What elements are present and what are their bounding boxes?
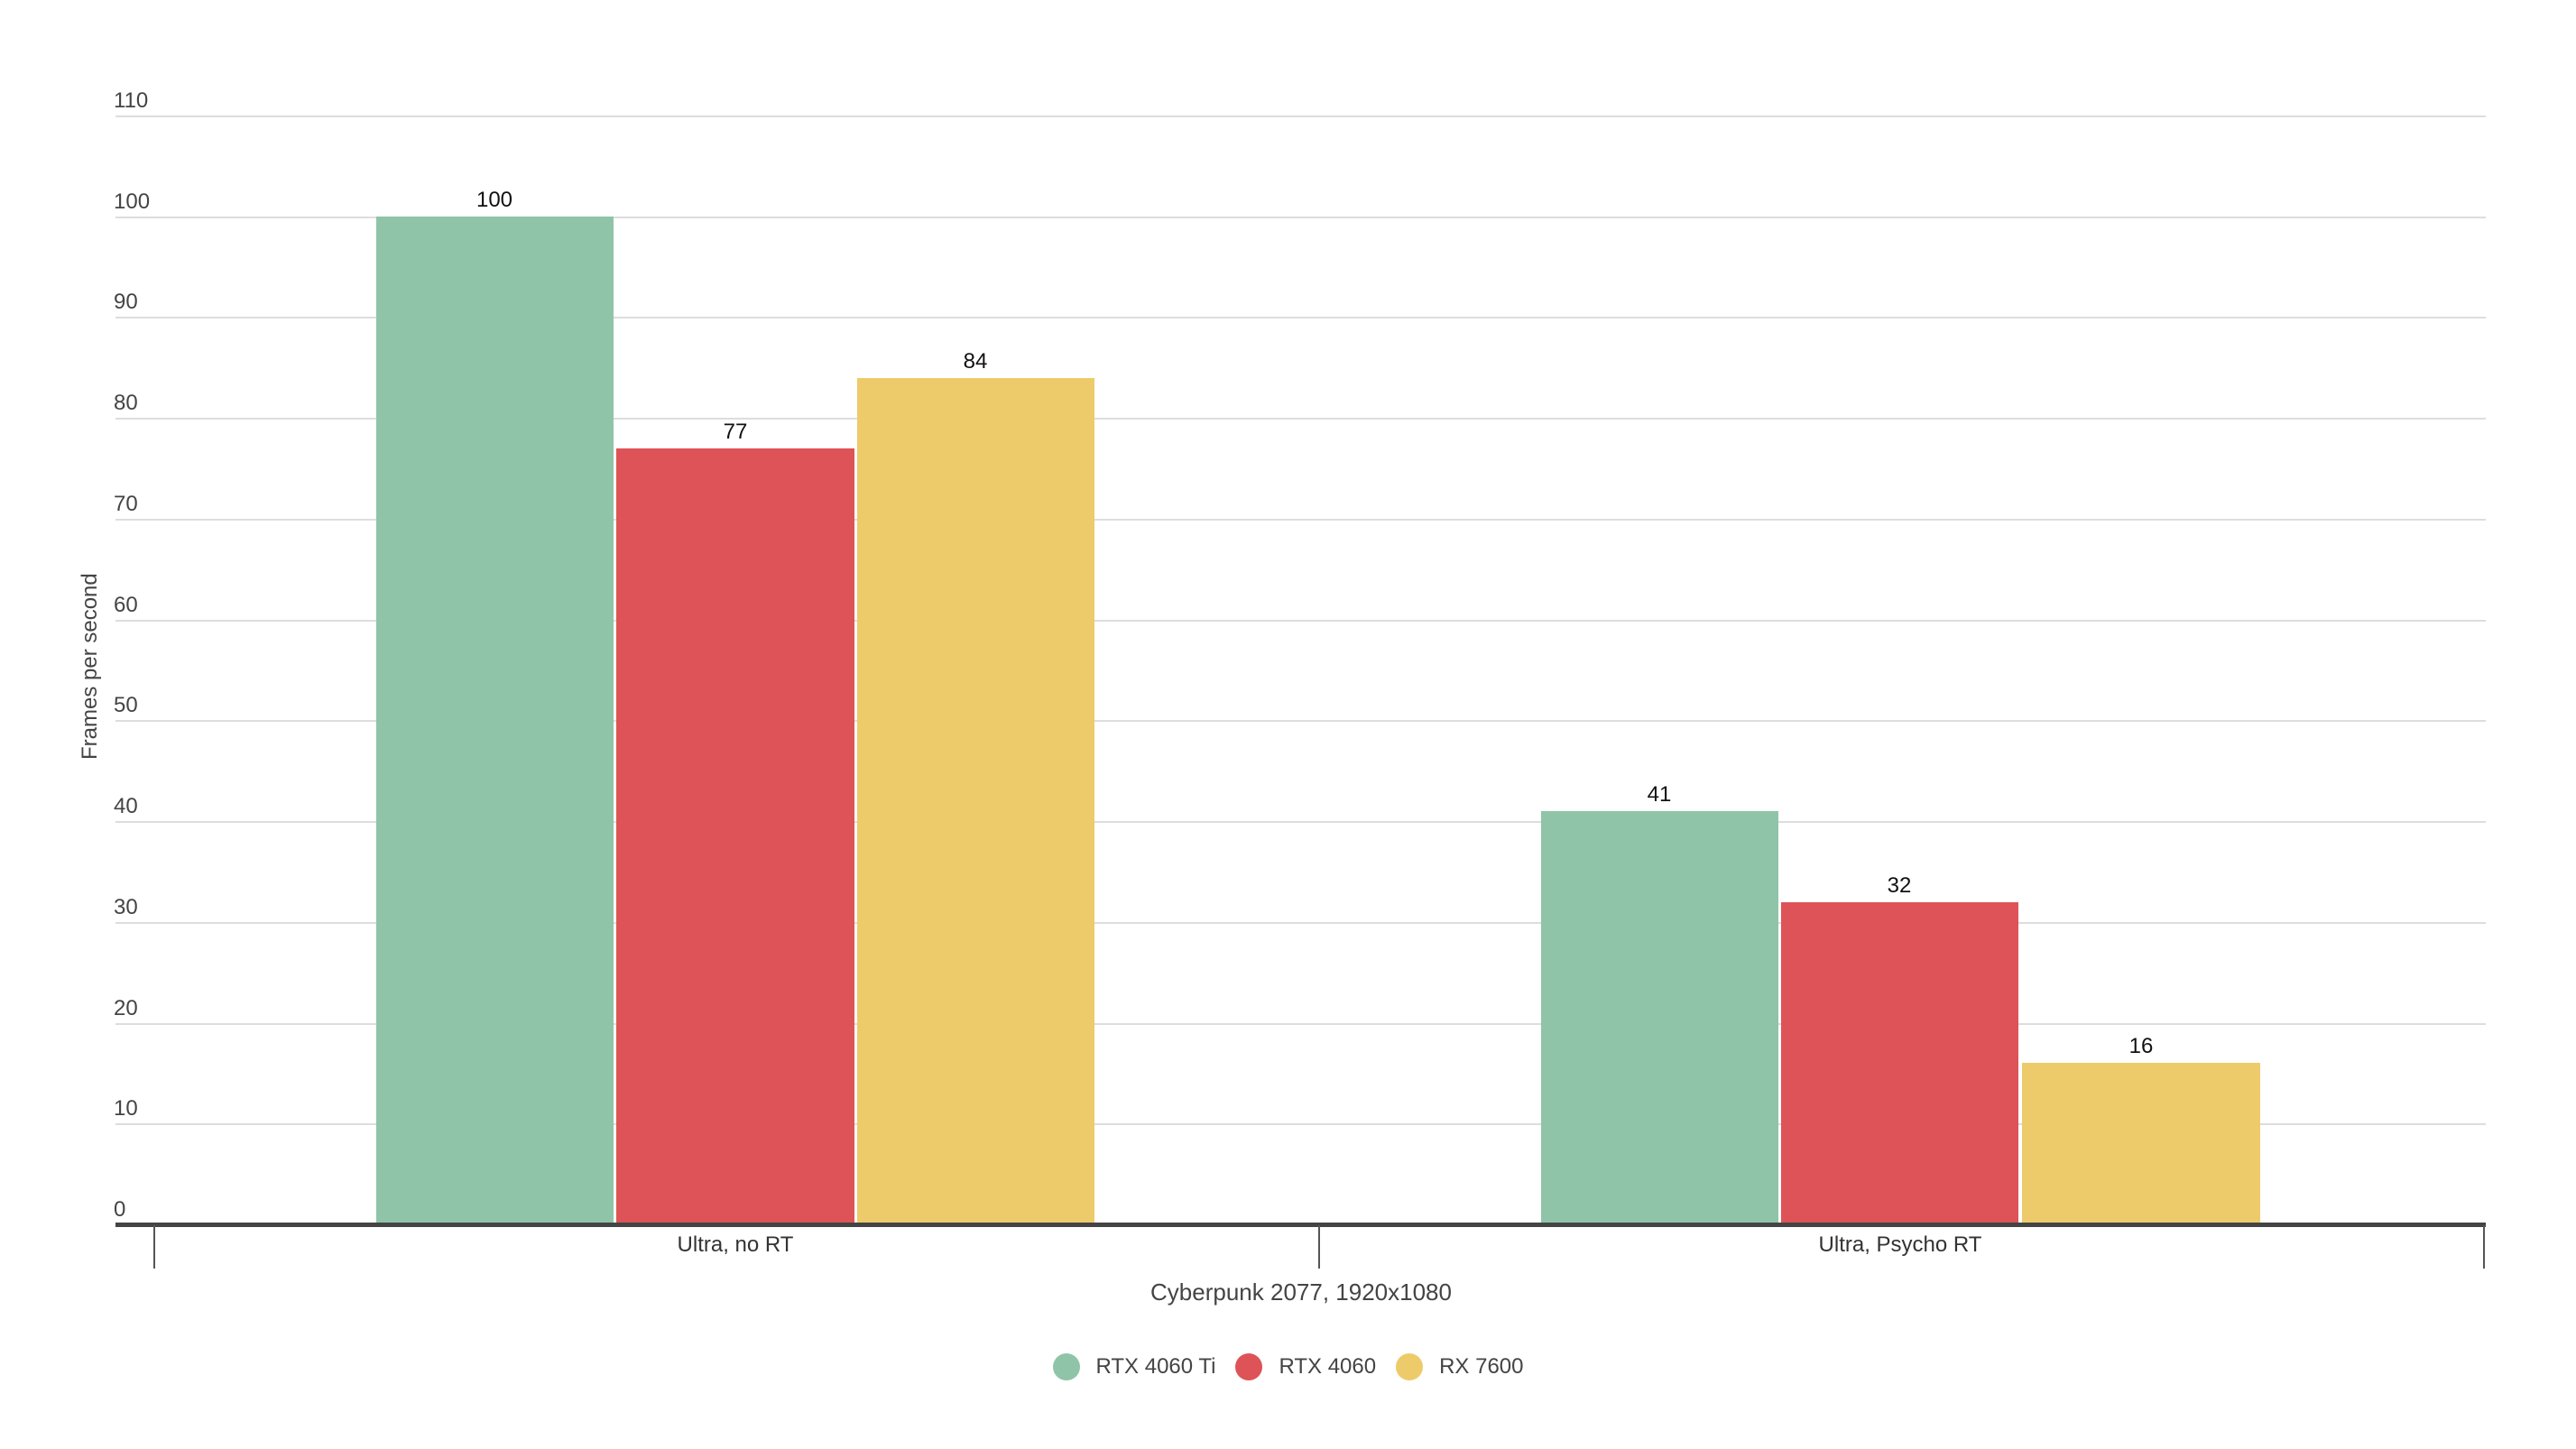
y-tick-label: 20 <box>114 996 138 1020</box>
y-tick-label: 90 <box>114 290 138 314</box>
gridline-40 <box>115 821 2486 823</box>
y-tick-label: 70 <box>114 492 138 516</box>
bar-value-label: 32 <box>1887 873 1912 898</box>
gridline-100 <box>115 217 2486 218</box>
x-axis-line <box>115 1223 2486 1227</box>
y-tick-label: 40 <box>114 794 138 818</box>
bar-value-label: 16 <box>2128 1034 2154 1058</box>
legend-item-rtx-4060[interactable]: RTX 4060 <box>1235 1353 1376 1380</box>
legend-item-rx-7600[interactable]: RX 7600 <box>1396 1353 1524 1380</box>
bar-rtx-4060 <box>616 448 854 1224</box>
x-axis-title: Cyberpunk 2077, 1920x1080 <box>1150 1278 1452 1306</box>
legend-dot-icon <box>1396 1353 1424 1380</box>
category-label-ultra-no-rt: Ultra, no RT <box>677 1232 794 1257</box>
gridline-90 <box>115 317 2486 318</box>
y-tick-label: 50 <box>114 693 138 717</box>
gridline-50 <box>115 720 2486 722</box>
category-label-ultra-psycho-rt: Ultra, Psycho RT <box>1818 1232 1982 1257</box>
y-axis-title: Frames per second <box>78 573 102 760</box>
y-tick-label: 100 <box>114 189 151 214</box>
gridline-30 <box>115 922 2486 924</box>
legend-dot-icon <box>1235 1353 1263 1380</box>
x-axis-tick <box>2483 1225 2485 1269</box>
gridline-60 <box>115 620 2486 622</box>
gridline-20 <box>115 1023 2486 1025</box>
legend-label: RTX 4060 Ti <box>1095 1354 1216 1379</box>
gridline-80 <box>115 418 2486 420</box>
y-tick-label: 80 <box>114 391 138 415</box>
y-tick-label: 110 <box>114 88 149 113</box>
bar-value-label: 77 <box>723 420 748 444</box>
gridline-110 <box>115 115 2486 117</box>
legend-item-rtx-4060-ti[interactable]: RTX 4060 Ti <box>1052 1353 1216 1380</box>
legend: RTX 4060 Ti RTX 4060 RX 7600 <box>0 1353 2576 1380</box>
gridline-70 <box>115 519 2486 521</box>
bar-rx-7600 <box>2022 1063 2260 1224</box>
y-tick-label: 30 <box>114 895 138 919</box>
bar-rtx-4060-ti <box>376 217 614 1224</box>
bar-rtx-4060-ti <box>1541 811 1778 1224</box>
y-tick-label: 0 <box>114 1197 126 1222</box>
bar-rtx-4060 <box>1781 902 2018 1224</box>
legend-label: RX 7600 <box>1439 1354 1524 1379</box>
bar-rx-7600 <box>857 378 1094 1224</box>
bar-value-label: 41 <box>1647 782 1672 807</box>
legend-label: RTX 4060 <box>1279 1354 1377 1379</box>
bar-value-label: 100 <box>475 188 513 212</box>
y-tick-label: 10 <box>114 1096 138 1121</box>
bar-value-label: 84 <box>963 349 988 374</box>
legend-dot-icon <box>1052 1353 1080 1380</box>
x-axis-tick <box>1318 1225 1320 1269</box>
gridline-10 <box>115 1123 2486 1125</box>
x-axis-tick <box>153 1225 155 1269</box>
y-tick-label: 60 <box>114 593 138 617</box>
